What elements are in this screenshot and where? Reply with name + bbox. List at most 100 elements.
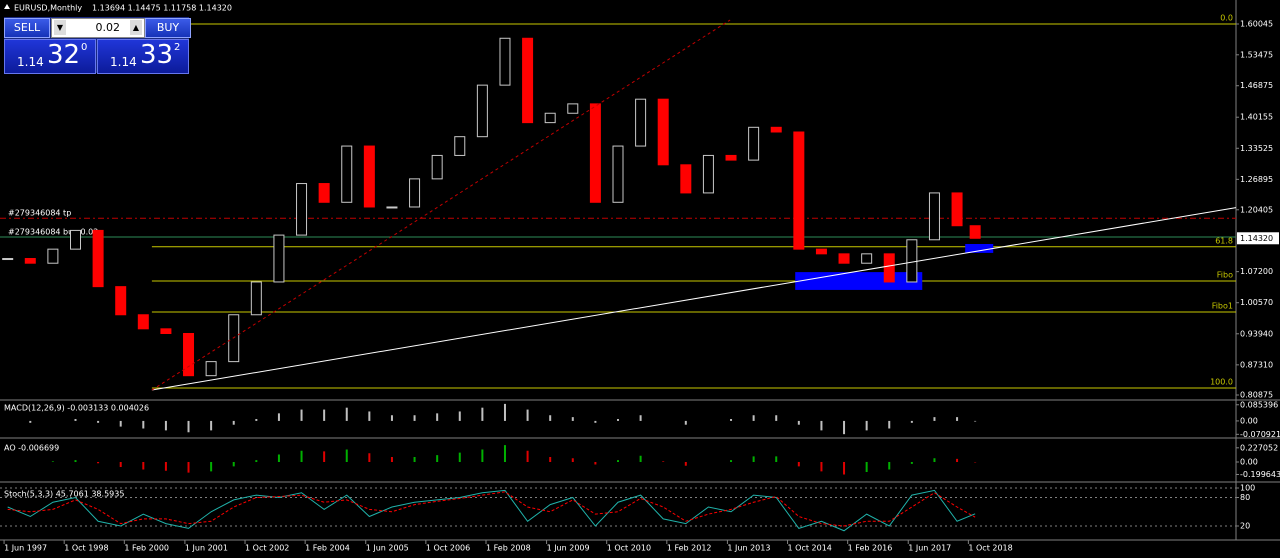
- buy-price[interactable]: 1.14 33 2: [97, 39, 189, 74]
- ao-bar: [639, 455, 642, 462]
- candle: [341, 145, 353, 203]
- x-tick-label: 1 Jun 1997: [4, 544, 47, 553]
- y-tick-label: 1.20405: [1240, 205, 1273, 214]
- y-tick-label: 0.085396: [1240, 400, 1278, 409]
- buy-button[interactable]: BUY: [145, 18, 191, 38]
- ao-bar: [345, 449, 348, 462]
- candle: [363, 145, 375, 208]
- menu-arrow[interactable]: [4, 4, 10, 9]
- macd-bar: [933, 417, 936, 421]
- lot-value[interactable]: 0.02: [95, 21, 121, 34]
- ao-bar: [436, 455, 439, 462]
- candle: [137, 314, 149, 330]
- candle: [2, 258, 14, 261]
- ao-bar: [752, 456, 755, 462]
- y-tick-label: 0.93940: [1240, 329, 1273, 338]
- candle: [160, 328, 172, 335]
- symbol: EURUSD,Monthly: [14, 4, 82, 13]
- support-zone: [965, 243, 994, 253]
- macd-bar: [594, 420, 597, 423]
- candle: [969, 225, 981, 239]
- ao-bar: [390, 457, 393, 462]
- candle: [702, 154, 714, 194]
- lot-down[interactable]: ▼: [54, 20, 66, 35]
- fib-label: Fibo: [1217, 271, 1233, 280]
- y-tick-label: 1.07200: [1240, 267, 1273, 276]
- candle: [409, 178, 421, 208]
- candle: [273, 234, 285, 283]
- ao-bar: [956, 458, 959, 462]
- candle: [951, 192, 963, 227]
- ao-bar: [164, 462, 167, 471]
- ao-bar: [797, 462, 800, 467]
- y-tick-label: 1.46875: [1240, 81, 1273, 90]
- ao-bar: [775, 456, 778, 462]
- candle: [680, 164, 692, 194]
- candle: [431, 154, 443, 180]
- candle: [24, 258, 36, 264]
- ao-bar: [730, 460, 733, 462]
- candle: [499, 37, 511, 86]
- macd-bar: [503, 403, 506, 421]
- candle: [250, 281, 262, 316]
- macd-bar: [526, 409, 529, 421]
- price-big: 33: [140, 40, 174, 70]
- x-tick-label: 1 Jun 2013: [727, 544, 770, 553]
- fib-label: 100.0: [1210, 378, 1233, 387]
- y-tick-label: 1.00570: [1240, 298, 1273, 307]
- ao-bar: [549, 457, 552, 462]
- ao-bar: [97, 462, 100, 464]
- ao-bar: [255, 460, 258, 462]
- candle: [657, 98, 669, 166]
- ao-bar: [843, 462, 846, 475]
- candle: [115, 286, 127, 316]
- trendline: [151, 19, 731, 391]
- fib-label: Fibo1: [1212, 301, 1233, 310]
- macd-bar: [119, 420, 122, 427]
- y-tick-label: 0.227052: [1240, 443, 1278, 452]
- macd-bar: [187, 420, 190, 433]
- macd-bar: [277, 413, 280, 421]
- macd-bar: [617, 419, 619, 421]
- ao-bar: [323, 451, 326, 462]
- macd-bar: [390, 415, 393, 421]
- price-prefix: 1.14: [17, 55, 44, 69]
- sell-button[interactable]: SELL: [4, 18, 50, 38]
- candle: [296, 183, 308, 236]
- candle: [725, 154, 737, 161]
- ao-bar: [368, 453, 371, 462]
- candle: [906, 239, 918, 283]
- macd-bar: [956, 417, 959, 421]
- candle: [544, 112, 556, 124]
- ao-bar: [888, 462, 891, 470]
- candle: [567, 103, 579, 114]
- macd-bar: [775, 415, 778, 421]
- ao-bar: [187, 462, 190, 473]
- y-tick-label: 1.33525: [1240, 144, 1273, 153]
- sell-price[interactable]: 1.14 32 0: [4, 39, 96, 74]
- candle: [92, 229, 104, 288]
- candle: [386, 206, 398, 209]
- y-tick-label: 100: [1240, 484, 1255, 493]
- candle: [861, 253, 873, 264]
- lot-up[interactable]: ▲: [130, 20, 142, 35]
- macd-bar: [797, 420, 800, 425]
- x-tick-label: 1 Jun 2017: [908, 544, 951, 553]
- macd-bar: [97, 420, 100, 423]
- price-small: 0: [81, 42, 88, 53]
- support-zone: [795, 272, 923, 290]
- macd-bar: [684, 420, 687, 425]
- macd-bar: [974, 420, 977, 422]
- macd-bar: [436, 413, 439, 421]
- y-tick-label: 1.26895: [1240, 175, 1273, 184]
- y-tick-label: 1.60045: [1240, 20, 1273, 29]
- lot-field[interactable]: ▼ 0.02 ▲: [51, 18, 145, 38]
- x-tick-label: 1 Oct 1998: [64, 544, 108, 553]
- y-tick-label: 0.87310: [1240, 360, 1273, 369]
- ao-bar: [503, 445, 506, 462]
- candle: [454, 136, 466, 156]
- ao-bar: [74, 460, 77, 462]
- ao-bar: [662, 461, 665, 462]
- price-big: 32: [47, 40, 81, 70]
- x-tick-label: 1 Feb 2012: [667, 544, 712, 553]
